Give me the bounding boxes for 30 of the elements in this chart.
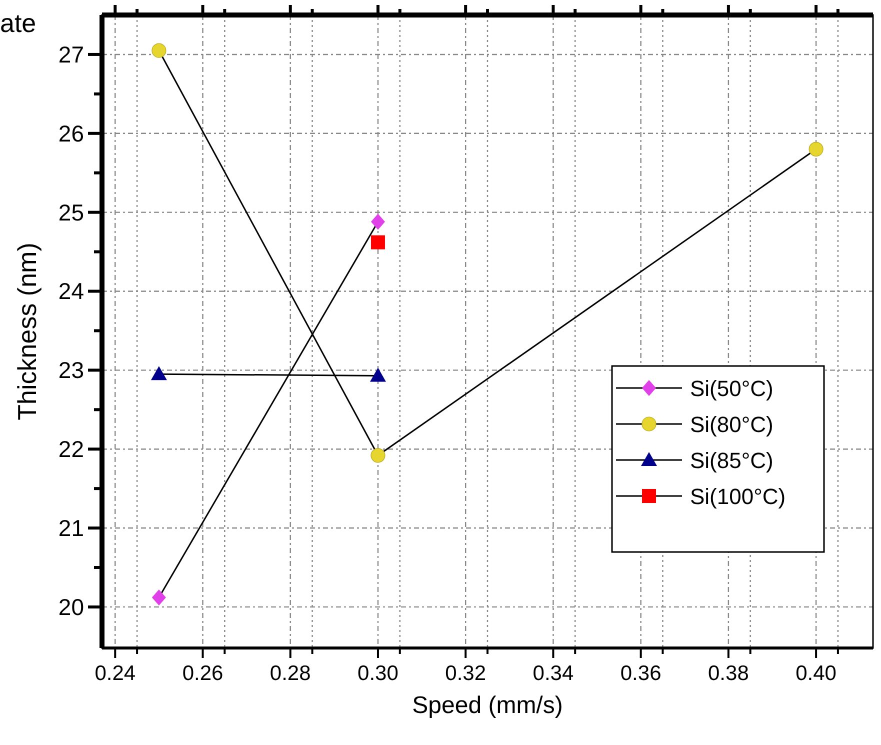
y-tick-label: 27 [58, 41, 84, 68]
y-tick-label: 23 [58, 357, 84, 384]
legend-label: Si(50°C) [690, 376, 774, 401]
legend-label: Si(85°C) [690, 448, 774, 473]
x-tick-label: 0.28 [270, 662, 311, 685]
point [152, 589, 166, 606]
x-tick-label: 0.34 [532, 662, 574, 685]
y-axis-title: Thickness (nm) [12, 242, 42, 420]
legend-label: Si(80°C) [690, 412, 774, 437]
point [370, 448, 386, 463]
x-axis-title: Speed (mm/s) [412, 692, 563, 719]
point [152, 43, 166, 58]
point [370, 214, 385, 230]
x-tick-label: 0.30 [358, 662, 398, 685]
legend-label: Si(100°C) [690, 484, 786, 509]
x-tick-label: 0.36 [620, 662, 662, 685]
point [370, 235, 385, 250]
x-tick-label: 0.40 [796, 662, 836, 685]
y-tick-label: 26 [58, 120, 84, 146]
x-tick-label: 0.32 [445, 662, 486, 685]
point [808, 142, 824, 156]
y-tick-label: 20 [58, 594, 84, 620]
x-tick-label: 0.38 [708, 662, 749, 685]
y-tick-label: 21 [58, 515, 84, 542]
y-tick-label: 24 [58, 278, 84, 304]
x-tick-label: 0.24 [94, 662, 136, 685]
y-tick-label: 25 [58, 199, 84, 226]
x-tick-label: 0.26 [182, 662, 224, 685]
chart-title: ate [0, 8, 36, 38]
y-tick-label: 22 [58, 436, 84, 462]
